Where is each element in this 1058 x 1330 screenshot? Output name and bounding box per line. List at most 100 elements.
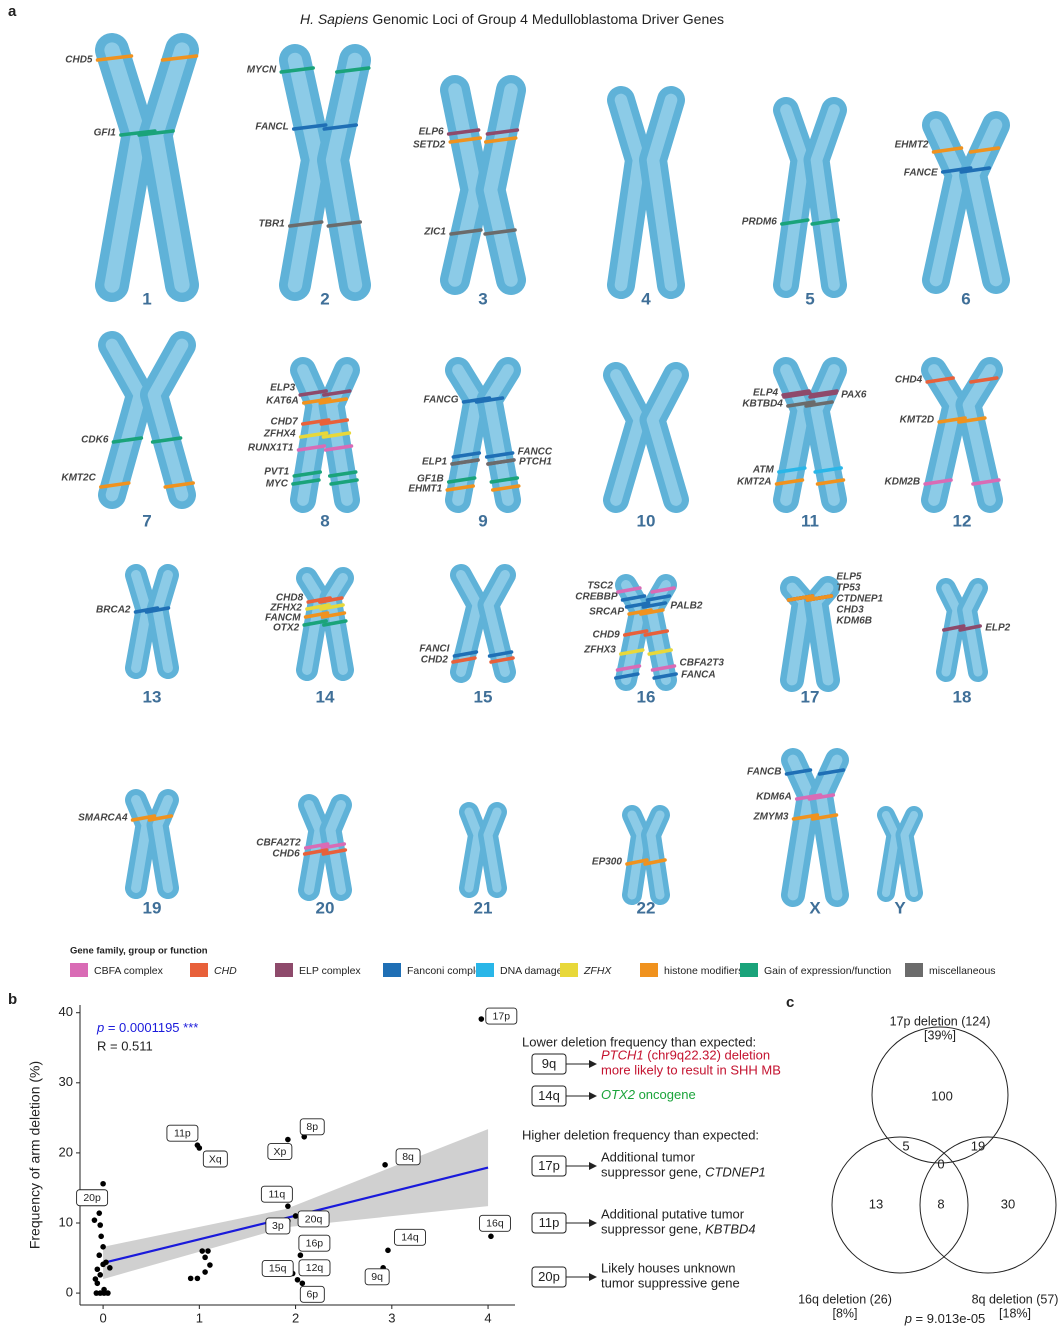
data-point (382, 1162, 388, 1168)
legend-label: CHD (214, 965, 237, 977)
arm-label: 17p (538, 1158, 560, 1173)
venn-set-name: 17p deletion (124) (890, 1014, 991, 1028)
panel-label: a (8, 3, 17, 20)
x-tick-label: 1 (196, 1310, 203, 1325)
y-tick-label: 0 (66, 1285, 73, 1300)
data-point (188, 1276, 194, 1282)
data-point (92, 1217, 98, 1223)
data-point (285, 1203, 291, 1209)
data-point (385, 1248, 391, 1254)
gene-label: ATM (752, 465, 775, 476)
note-segment: OTX2 (601, 1087, 636, 1102)
gene-label: SMARCA4 (78, 813, 128, 824)
data-point (97, 1272, 103, 1278)
gene-label: ZFHX3 (583, 645, 616, 656)
legend-label: Gain of expression/function (764, 965, 891, 977)
point-label: Xq (209, 1153, 222, 1165)
note-text: PTCH1 (chr9q22.32) deletion (601, 1048, 770, 1063)
point-label: 14q (401, 1232, 419, 1244)
data-point (98, 1234, 104, 1240)
legend-label: CBFA complex (94, 965, 164, 977)
gene-label: KAT6A (266, 396, 299, 407)
legend-swatch (476, 963, 494, 977)
data-point (97, 1222, 103, 1228)
x-tick-label: 4 (484, 1310, 491, 1325)
title-rest: Genomic Loci of Group 4 Medulloblastoma … (368, 11, 724, 27)
point-label: 20q (305, 1213, 323, 1225)
note-segment: Likely houses unknown (601, 1261, 735, 1276)
gene-label: ELP5 (836, 572, 861, 583)
venn-p-value: = 9.013e-05 (912, 1311, 985, 1326)
data-point (100, 1244, 106, 1250)
gene-label: PAX6 (841, 390, 867, 401)
data-point (96, 1210, 102, 1216)
stat-p: p = 0.0001195 *** (96, 1020, 198, 1035)
figure-title: H. Sapiens Genomic Loci of Group 4 Medul… (300, 11, 724, 27)
chromosome: FANCICHD215 (419, 575, 513, 706)
data-point (298, 1252, 304, 1258)
venn-region-count: 100 (931, 1088, 953, 1103)
y-tick-label: 10 (59, 1214, 73, 1229)
note-segment: (chr9q22.32) deletion (644, 1048, 770, 1063)
gene-label: KDM6A (756, 792, 792, 803)
legend-swatch (70, 963, 88, 977)
gene-label: FANCL (255, 122, 288, 133)
gene-label: KDM6B (836, 616, 872, 627)
gene-label: MYCN (247, 65, 277, 76)
stat-p-symbol: p (96, 1020, 104, 1035)
data-point (101, 1287, 107, 1293)
legend-label: DNA damage (500, 965, 563, 977)
gene-label: TSC2 (587, 581, 613, 592)
chromosome: 10 (616, 375, 676, 530)
venn-region-count: 0 (937, 1156, 944, 1171)
note-text: more likely to result in SHH MB (601, 1063, 781, 1078)
gene-label: KBTBD4 (742, 399, 783, 410)
gene-label: CREBBP (575, 592, 618, 603)
chromosome-number: 14 (316, 687, 335, 706)
y-tick-label: 40 (59, 1004, 73, 1019)
chromosome-number: 19 (143, 898, 162, 917)
gene-label: PVT1 (264, 467, 289, 478)
data-point (488, 1234, 494, 1240)
note-text: tumor suppressive gene (601, 1276, 740, 1291)
gene-label: FANCE (904, 168, 938, 179)
note-segment: oncogene (635, 1087, 696, 1102)
gene-label: EHMT2 (895, 140, 929, 151)
data-point (285, 1137, 291, 1143)
chromosome-number: Y (894, 898, 906, 917)
venn-region-count: 13 (869, 1196, 883, 1211)
data-point (479, 1016, 485, 1022)
note-segment: PTCH1 (601, 1048, 644, 1063)
venn-diagram: 17p deletion (124)[39%]16q deletion (26)… (798, 1014, 1058, 1326)
gene-label: KMT2D (900, 415, 934, 426)
legend-swatch (190, 963, 208, 977)
venn-set-name: 8q deletion (57) (972, 1292, 1058, 1306)
chromosome-number: 2 (320, 289, 329, 308)
chromosome-number: 4 (641, 289, 651, 308)
point-label: 8p (306, 1121, 318, 1133)
note-text: OTX2 oncogene (601, 1087, 696, 1102)
gene-label: TP53 (836, 583, 860, 594)
venn-region-count: 19 (971, 1138, 985, 1153)
note-text: suppressor gene, CTDNEP1 (601, 1165, 766, 1180)
chromosome-number: 22 (637, 898, 656, 917)
chromosome-number: 12 (953, 511, 972, 530)
point-label: 17p (493, 1010, 511, 1022)
chromosome-number: 20 (316, 898, 335, 917)
note-segment: KBTBD4 (705, 1222, 756, 1237)
point-label: 8q (402, 1151, 414, 1163)
chromosome-number: 17 (801, 687, 820, 706)
chromosome: CHD8ZFHX2FANCMOTX214 (265, 578, 346, 706)
gene-label: KMT2A (737, 477, 771, 488)
gene-label: CDK6 (81, 435, 109, 446)
gene-label: CHD4 (895, 375, 923, 386)
note-text: Additional putative tumor (601, 1207, 745, 1222)
data-point (205, 1248, 211, 1254)
legend-swatch (905, 963, 923, 977)
chromosome-number: 5 (805, 289, 814, 308)
point-label: 11q (269, 1188, 286, 1200)
gene-label: CHD9 (593, 630, 621, 641)
